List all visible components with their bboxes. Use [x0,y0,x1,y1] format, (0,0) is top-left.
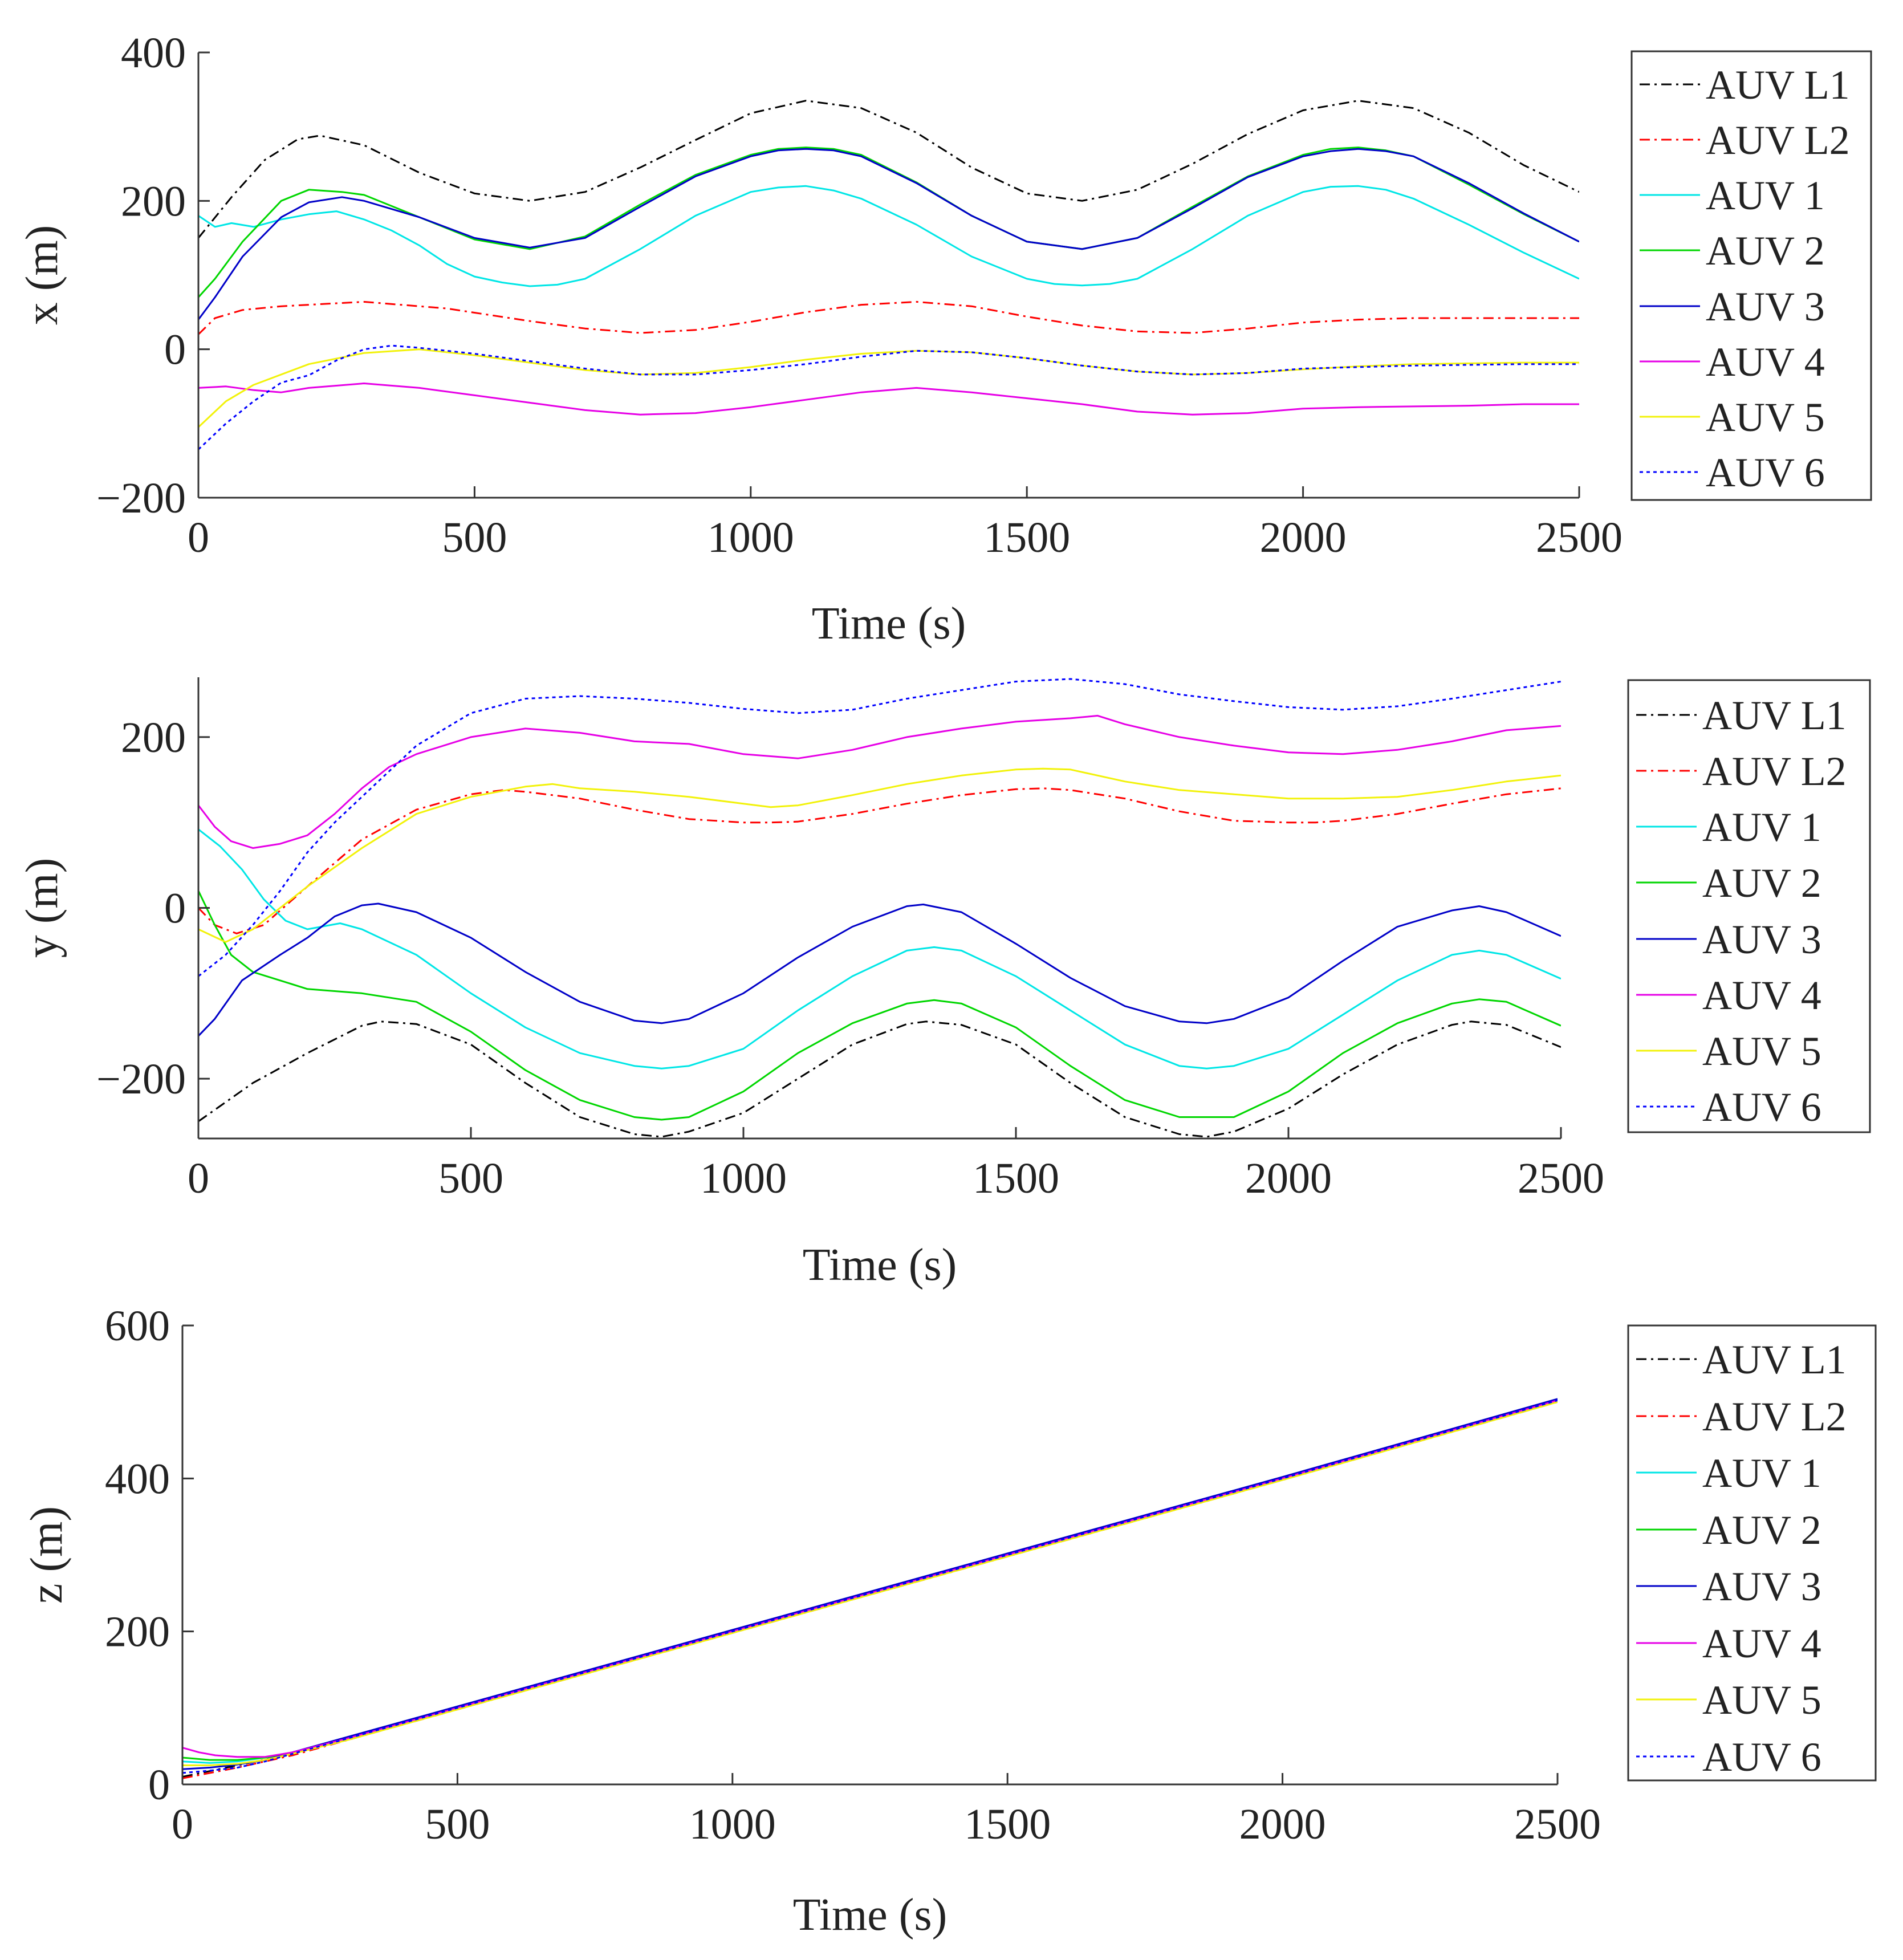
y-axis-label: z (m) [22,1506,72,1604]
legend-label: AUV L1 [1706,62,1850,108]
legend-label: AUV 3 [1702,917,1821,962]
series-line-auv-5 [198,767,1561,943]
series-line-auv-4 [182,1400,1558,1758]
x-tick-label: 2500 [1536,514,1623,562]
y-tick-label: 600 [105,1302,170,1350]
x-tick-label: 1500 [973,1154,1059,1202]
legend-label: AUV 4 [1702,1621,1821,1666]
x-tick-label: 1000 [707,514,794,562]
y-tick-label: 200 [121,177,186,225]
legend-box [1627,1324,1877,1782]
series-line-auv-l1 [198,1020,1561,1138]
series-line-auv-l1 [198,100,1579,239]
series-line-auv-4 [198,383,1579,416]
series-line-auv-l2 [198,787,1561,934]
legend-label: AUV 3 [1706,284,1825,330]
legend-label: AUV 1 [1702,804,1821,850]
legend-label: AUV 4 [1702,973,1821,1018]
legend-label: AUV 1 [1706,173,1825,218]
y-tick-label: −200 [96,1055,186,1103]
legend-label: AUV 2 [1702,860,1821,906]
legend-label: AUV L2 [1702,749,1847,794]
legend-box [1627,679,1871,1133]
y-axis-label: x (m) [17,225,67,326]
y-tick-label: 0 [164,326,186,374]
series-line-auv-2 [198,890,1561,1121]
legend-label: AUV 1 [1702,1450,1821,1496]
y-tick-label: 400 [105,1455,170,1503]
x-axis-label: Time (s) [803,1240,957,1290]
y-tick-label: −200 [96,474,186,522]
legend-label: AUV 5 [1702,1028,1821,1074]
legend-box [1630,50,1872,501]
x-tick-label: 2500 [1514,1800,1601,1848]
legend-label: AUV L2 [1706,117,1850,163]
series-line-auv-6 [198,678,1561,977]
series-line-auv-1 [198,185,1579,287]
legend-label: AUV 5 [1702,1677,1821,1723]
legend-label: AUV 2 [1702,1507,1821,1553]
y-tick-label: 400 [121,29,186,77]
x-tick-label: 2000 [1260,514,1347,562]
series-line-auv-2 [198,147,1579,298]
series-line-auv-2 [182,1400,1558,1761]
y-tick-label: 0 [148,1761,170,1809]
x-tick-label: 1500 [964,1800,1051,1848]
legend-label: AUV 4 [1706,339,1825,385]
y-tick-label: 0 [164,885,186,933]
x-tick-label: 0 [188,1154,209,1202]
series-line-auv-5 [198,348,1579,428]
x-tick-label: 2000 [1239,1800,1326,1848]
y-tick-label: 200 [105,1608,170,1656]
legend-label: AUV L1 [1702,1337,1847,1382]
legend-label: AUV 2 [1706,228,1825,274]
series-line-auv-l2 [198,300,1579,335]
series-line-auv-3 [198,148,1579,320]
series-line-auv-3 [182,1398,1558,1770]
z-position-chart: 0 500 1000 1500 2000 2500 0 200 400 600 Time (s) z … [22,1302,1877,1940]
x-tick-label: 1000 [700,1154,787,1202]
series-line-auv-3 [198,902,1561,1037]
x-tick-label: 1500 [983,514,1070,562]
series-line-auv-1 [182,1400,1558,1764]
legend-label: AUV 5 [1706,395,1825,440]
legend-label: AUV L2 [1702,1394,1847,1439]
legend-label: AUV 3 [1702,1564,1821,1609]
series-line-auv-6 [198,344,1579,450]
series-line-auv-4 [198,714,1561,849]
series-line-auv-5 [182,1401,1558,1766]
x-tick-label: 500 [425,1800,490,1848]
x-tick-label: 500 [442,514,507,562]
y-position-chart: 0 500 1000 1500 2000 2500 −200 0 200 Time (s) y (m… [17,677,1871,1290]
legend: AUV L1 AUV L2 AUV 1 AUV 2 AUV 3 AUV 4 AUV 5 AUV… [1627,1324,1877,1782]
x-axis-label: Time (s) [793,1890,947,1940]
x-tick-label: 0 [188,514,209,562]
legend-label: AUV L1 [1702,693,1847,738]
x-tick-label: 0 [172,1800,193,1848]
legend-label: AUV 6 [1702,1084,1821,1130]
x-tick-label: 2000 [1245,1154,1332,1202]
y-tick-label: 200 [121,714,186,762]
series-line-auv-1 [198,828,1561,1070]
series-line-auv-6 [182,1400,1558,1774]
legend: AUV L1 AUV L2 AUV 1 AUV 2 AUV 3 AUV 4 AUV 5 AUV… [1627,679,1871,1133]
legend-label: AUV 6 [1702,1734,1821,1780]
x-tick-label: 1000 [689,1800,776,1848]
y-axis-label: y (m) [17,858,67,958]
x-tick-label: 2500 [1518,1154,1604,1202]
legend-label: AUV 6 [1706,450,1825,495]
x-tick-label: 500 [438,1154,503,1202]
legend: AUV L1 AUV L2 AUV 1 AUV 2 AUV 3 AUV 4 AUV 5 AUV… [1630,50,1872,501]
x-axis-label: Time (s) [812,599,966,649]
